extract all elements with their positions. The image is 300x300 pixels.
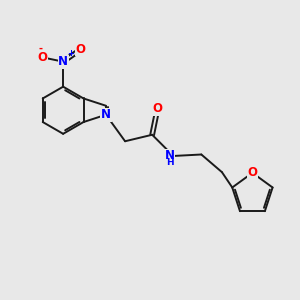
Text: N: N xyxy=(58,55,68,68)
Text: -: - xyxy=(38,44,42,54)
Text: H: H xyxy=(166,158,174,167)
Text: O: O xyxy=(152,102,163,116)
Text: N: N xyxy=(101,108,111,121)
Text: O: O xyxy=(76,43,86,56)
Text: N: N xyxy=(165,149,175,163)
Text: O: O xyxy=(37,51,47,64)
Text: O: O xyxy=(248,166,257,179)
Text: +: + xyxy=(67,50,74,58)
